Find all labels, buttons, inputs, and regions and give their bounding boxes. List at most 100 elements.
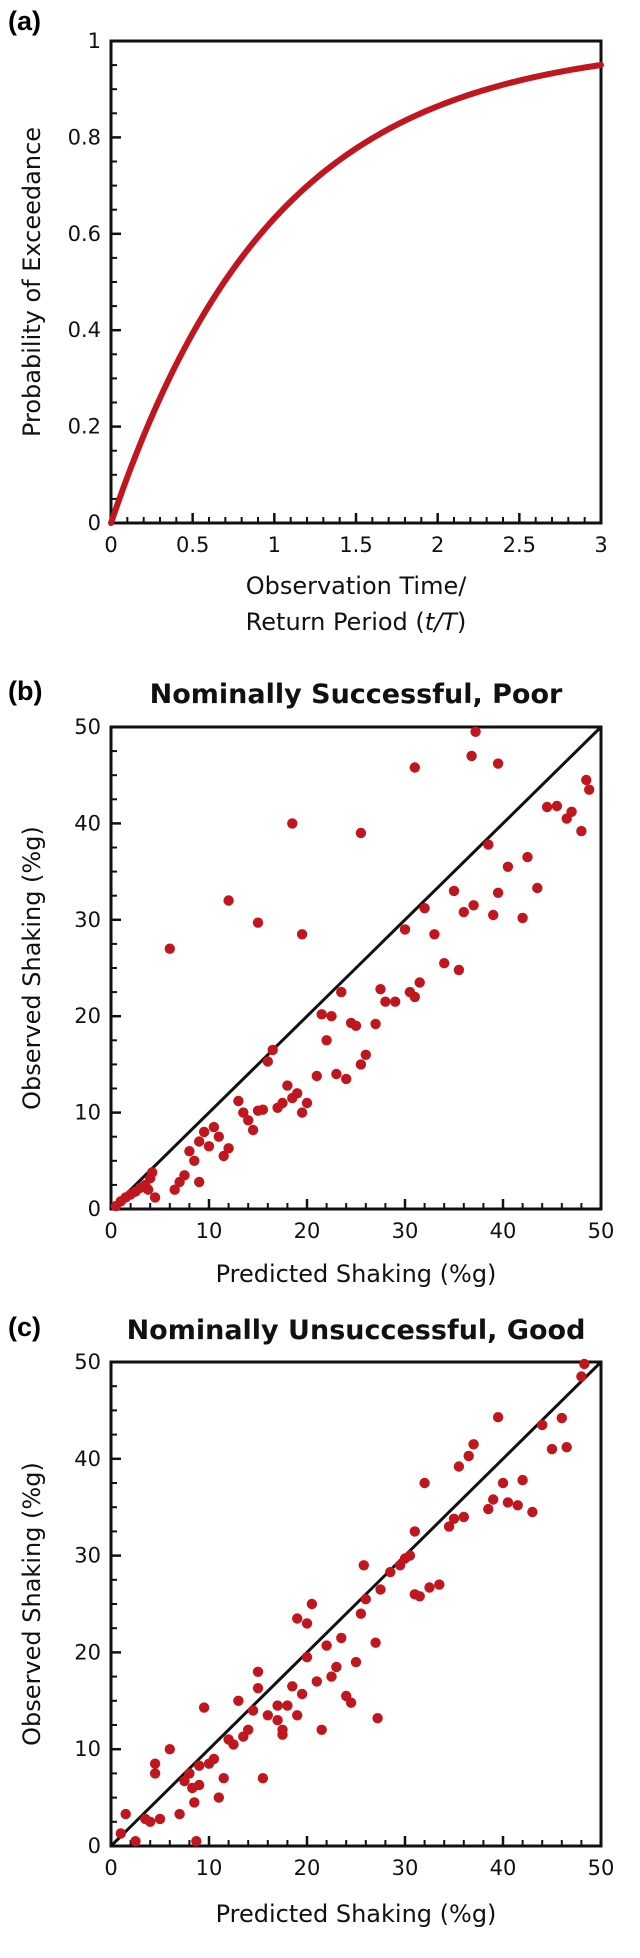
data-point bbox=[296, 1688, 308, 1700]
x-tick-label: 40 bbox=[490, 1856, 517, 1880]
panel-c: (c) Nominally Unsuccessful, Good 0 10 20 30… bbox=[8, 1312, 614, 1928]
x-tick-label: 30 bbox=[392, 1219, 419, 1243]
data-point bbox=[448, 1513, 460, 1525]
data-point bbox=[448, 885, 460, 897]
data-point bbox=[584, 784, 595, 795]
data-point bbox=[149, 1768, 161, 1779]
data-point bbox=[527, 1506, 538, 1518]
data-point bbox=[576, 825, 587, 837]
data-point bbox=[184, 1768, 195, 1779]
y-tick-label: 0 bbox=[88, 1197, 101, 1221]
data-point bbox=[257, 1773, 269, 1784]
panel-b-x-axis-label: Predicted Shaking (%g) bbox=[216, 1260, 497, 1288]
data-point bbox=[301, 1652, 313, 1663]
data-point bbox=[404, 1550, 416, 1561]
data-point bbox=[502, 1497, 514, 1508]
data-point bbox=[184, 1146, 195, 1157]
data-point bbox=[145, 1816, 156, 1828]
data-point bbox=[424, 1582, 435, 1593]
data-point bbox=[282, 1700, 293, 1711]
data-point bbox=[311, 1676, 322, 1687]
panel-c-ticks bbox=[109, 1360, 603, 1848]
data-point bbox=[262, 1710, 273, 1721]
data-point bbox=[218, 1150, 229, 1162]
data-point bbox=[179, 1775, 190, 1787]
data-point bbox=[497, 1477, 509, 1489]
data-point bbox=[179, 1170, 190, 1181]
data-point bbox=[164, 1744, 175, 1755]
data-point bbox=[149, 1758, 161, 1769]
x-tick-label: 2.5 bbox=[503, 533, 536, 557]
data-point bbox=[326, 1011, 337, 1022]
data-point bbox=[296, 929, 308, 940]
data-point bbox=[218, 1773, 229, 1784]
data-point bbox=[326, 1671, 337, 1682]
panel-b-y-axis-label: Observed Shaking (%g) bbox=[18, 826, 46, 1110]
data-point bbox=[576, 1371, 587, 1382]
y-tick-label: 20 bbox=[74, 1004, 101, 1028]
data-point bbox=[522, 851, 533, 863]
panel-c-title: Nominally Unsuccessful, Good bbox=[127, 1315, 586, 1346]
data-point bbox=[355, 827, 367, 839]
data-point bbox=[443, 1521, 455, 1532]
data-point bbox=[316, 1724, 327, 1736]
data-point bbox=[282, 1080, 293, 1091]
data-point bbox=[360, 1594, 371, 1605]
y-tick-label: 50 bbox=[74, 1350, 101, 1374]
panel-c-y-axis-label: Observed Shaking (%g) bbox=[18, 1462, 46, 1746]
data-point bbox=[189, 1797, 200, 1808]
y-tick-label: 40 bbox=[74, 811, 101, 835]
data-point bbox=[517, 912, 528, 924]
data-point bbox=[238, 1107, 249, 1118]
data-point bbox=[120, 1808, 131, 1820]
data-point bbox=[292, 1088, 303, 1099]
data-point bbox=[414, 977, 425, 988]
data-point bbox=[191, 1836, 202, 1847]
data-point bbox=[252, 917, 264, 928]
x-tick-label: 1.5 bbox=[339, 533, 372, 557]
data-point bbox=[429, 929, 440, 940]
panel-a-x-tick-labels: 0 0.5 1 1.5 2 2.5 3 bbox=[104, 533, 607, 557]
x-tick-label: 0 bbox=[104, 1856, 117, 1880]
x-tick-label: 50 bbox=[588, 1219, 615, 1243]
data-point bbox=[228, 1739, 239, 1750]
data-point bbox=[247, 1705, 259, 1716]
data-point bbox=[468, 900, 479, 911]
y-tick-label: 0 bbox=[88, 511, 101, 535]
data-point bbox=[272, 1700, 283, 1711]
x-tick-label: 3 bbox=[594, 533, 607, 557]
data-point bbox=[492, 1412, 504, 1423]
y-tick-label: 10 bbox=[74, 1101, 101, 1125]
data-point bbox=[194, 1136, 205, 1147]
data-point bbox=[375, 984, 386, 995]
data-point bbox=[468, 1439, 479, 1450]
data-point bbox=[272, 1715, 283, 1726]
data-point bbox=[243, 1115, 254, 1126]
data-point bbox=[370, 1018, 381, 1030]
data-point bbox=[252, 1666, 264, 1678]
data-point bbox=[409, 762, 420, 773]
data-point bbox=[147, 1167, 158, 1178]
data-point bbox=[208, 1121, 220, 1133]
x-tick-label: 10 bbox=[196, 1856, 223, 1880]
data-point bbox=[532, 882, 543, 894]
data-point bbox=[541, 801, 553, 813]
panel-c-points bbox=[115, 1358, 590, 1847]
panel-a-y-axis-label: Probability of Exceedance bbox=[18, 127, 46, 437]
data-point bbox=[561, 1442, 572, 1453]
y-tick-label: 0.6 bbox=[68, 222, 101, 246]
data-point bbox=[546, 1443, 558, 1455]
data-point bbox=[257, 1104, 269, 1115]
data-point bbox=[223, 895, 234, 906]
data-point bbox=[372, 1713, 383, 1724]
data-point bbox=[169, 1184, 180, 1195]
data-point bbox=[321, 1035, 332, 1046]
data-point bbox=[296, 1107, 308, 1118]
data-point bbox=[488, 1494, 499, 1505]
data-point bbox=[252, 1683, 264, 1694]
data-point bbox=[115, 1828, 127, 1839]
data-point bbox=[198, 1126, 210, 1138]
y-tick-label: 0.2 bbox=[68, 415, 101, 439]
data-point bbox=[243, 1724, 254, 1736]
data-point bbox=[247, 1124, 259, 1136]
